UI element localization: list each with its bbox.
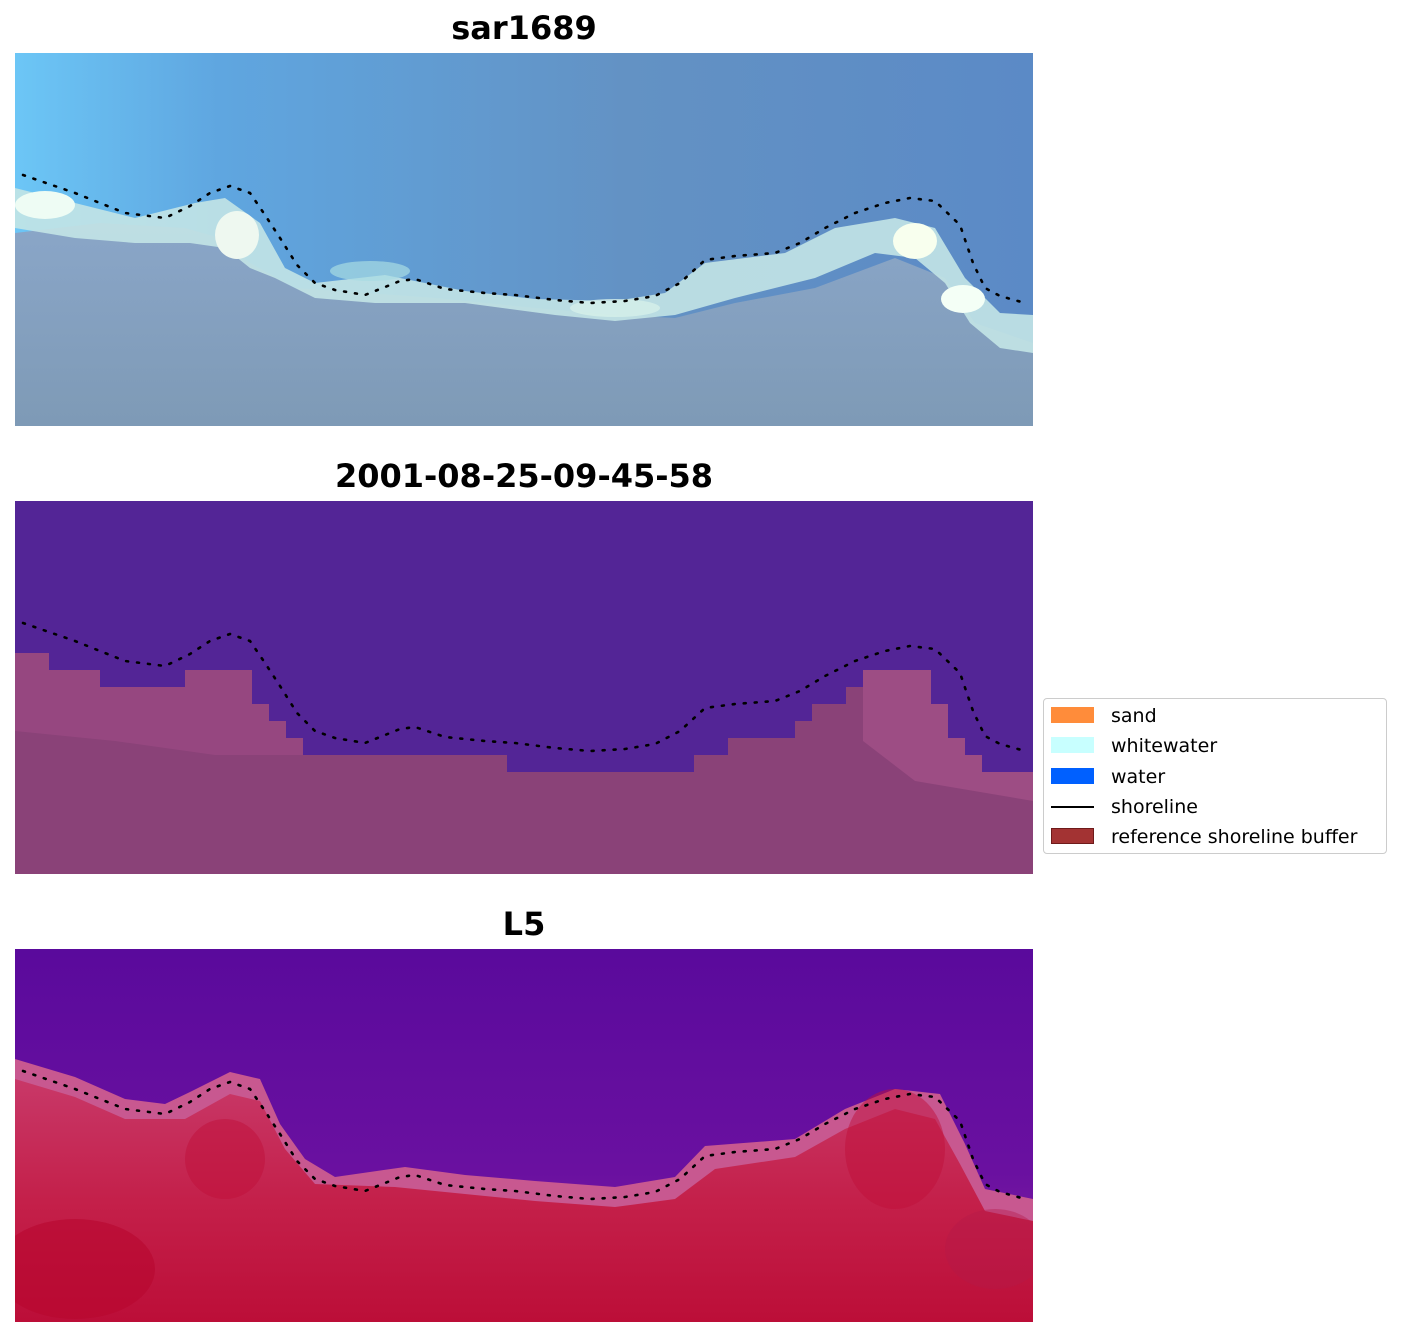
classified-image-panel bbox=[15, 501, 1033, 874]
legend-label: reference shoreline buffer bbox=[1111, 826, 1358, 848]
sand-swatch bbox=[1051, 707, 1094, 723]
reference-buffer-swatch bbox=[1051, 828, 1094, 844]
legend-label: sand bbox=[1111, 705, 1157, 727]
panel-title-rgb: sar1689 bbox=[451, 9, 597, 47]
legend-label: water bbox=[1111, 766, 1166, 788]
legend-item-shoreline: shoreline bbox=[1051, 796, 1381, 818]
legend-item-whitewater: whitewater bbox=[1051, 735, 1381, 757]
legend: sand whitewater water shoreline referenc… bbox=[1043, 698, 1387, 854]
legend-item-water: water bbox=[1051, 766, 1381, 788]
legend-item-sand: sand bbox=[1051, 705, 1381, 727]
water-swatch bbox=[1051, 768, 1094, 784]
index-image-panel bbox=[15, 949, 1033, 1322]
whitewater-swatch bbox=[1051, 737, 1094, 753]
rgb-image-panel bbox=[15, 53, 1033, 426]
legend-label: whitewater bbox=[1111, 735, 1218, 757]
legend-item-reference-buffer: reference shoreline buffer bbox=[1051, 826, 1381, 848]
shoreline-line-swatch bbox=[1051, 806, 1094, 808]
panel-title-index: L5 bbox=[502, 905, 546, 943]
panel-title-classified: 2001-08-25-09-45-58 bbox=[334, 457, 714, 495]
legend-label: shoreline bbox=[1111, 796, 1198, 818]
